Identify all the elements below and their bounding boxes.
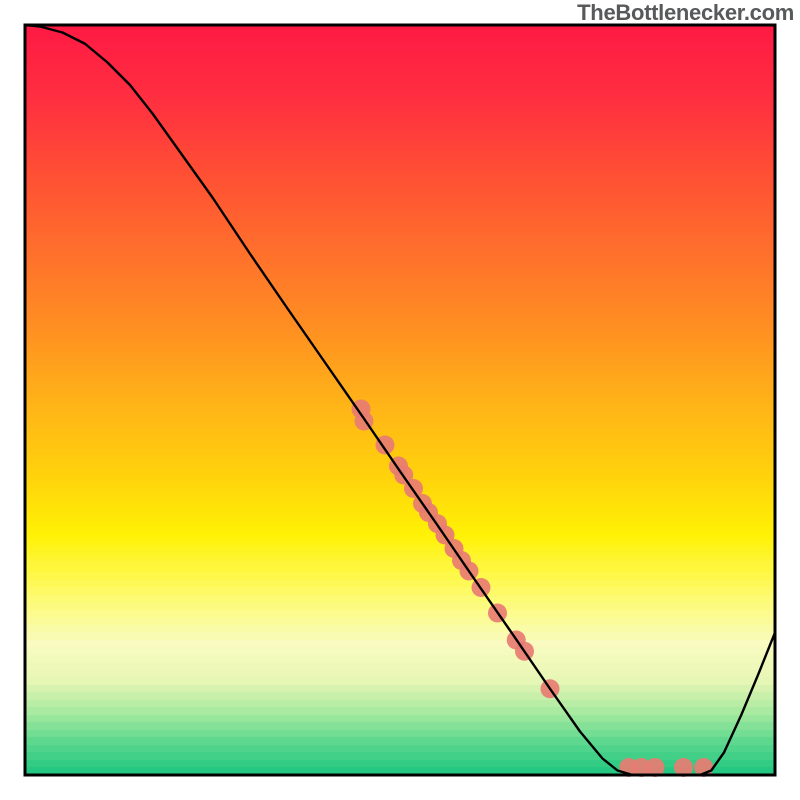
gradient-background — [0, 0, 800, 800]
watermark-text: TheBottlenecker.com — [577, 0, 794, 26]
chart-container: TheBottlenecker.com — [0, 0, 800, 800]
